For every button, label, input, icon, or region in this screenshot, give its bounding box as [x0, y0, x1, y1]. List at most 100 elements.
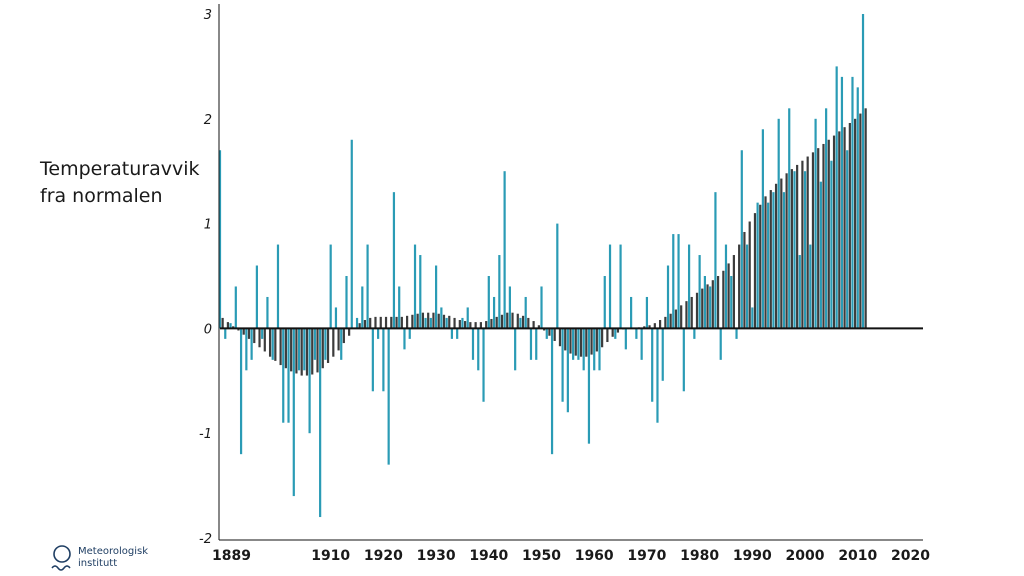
smoothed-bar: [337, 328, 340, 351]
annual-bar: [245, 328, 248, 371]
smoothed-bar: [722, 270, 725, 329]
smoothed-bar: [358, 323, 361, 329]
annual-bar: [593, 328, 596, 371]
annual-bar: [297, 328, 301, 371]
smoothed-bar: [648, 325, 651, 329]
annual-bar: [651, 328, 654, 402]
annual-bar: [819, 181, 822, 329]
smoothed-bar: [474, 322, 477, 329]
annual-bar: [756, 202, 759, 329]
smoothed-bar: [290, 328, 293, 372]
annual-bar: [292, 328, 295, 497]
annual-bar: [587, 328, 591, 444]
annual-bar: [809, 244, 812, 329]
annual-bar: [255, 265, 258, 329]
smoothed-bar: [485, 321, 488, 329]
smoothed-bar: [848, 122, 851, 329]
annual-bar: [856, 87, 859, 329]
smoothed-bar: [801, 160, 804, 329]
annual-bar: [371, 328, 374, 392]
smoothed-bar: [226, 322, 230, 329]
annual-bar: [730, 276, 733, 329]
annual-bar: [519, 317, 522, 329]
smoothed-bar: [363, 320, 367, 329]
smoothed-bar: [495, 316, 498, 329]
smoothed-bar: [432, 312, 435, 329]
smoothed-bar: [506, 312, 509, 329]
annual-bar: [387, 328, 390, 465]
smoothed-bar: [558, 328, 562, 347]
smoothed-bar: [311, 328, 314, 375]
annual-bar: [545, 328, 548, 339]
annual-bar: [424, 317, 427, 329]
annual-bar: [745, 244, 749, 329]
smoothed-bar: [680, 305, 683, 329]
annual-bar: [603, 276, 606, 329]
smoothed-bar: [574, 328, 577, 356]
annual-bar: [503, 171, 506, 329]
smoothed-bar: [822, 143, 825, 329]
annual-bar: [319, 328, 322, 518]
smoothed-bar: [390, 316, 393, 329]
annual-bar: [709, 286, 712, 329]
annual-bar: [672, 234, 675, 329]
x-tick-label: 1960: [575, 548, 614, 564]
y-tick-label: 3: [204, 8, 212, 23]
y-axis-title: Temperaturavvik fra normalen: [40, 156, 200, 210]
annual-bar: [366, 244, 369, 329]
annual-bar: [435, 265, 438, 329]
annual-bar: [456, 328, 459, 339]
annual-bar: [308, 328, 311, 434]
smoothed-bar: [764, 196, 767, 329]
annual-bar: [788, 108, 791, 329]
smoothed-bar: [579, 328, 583, 357]
annual-bar: [329, 244, 332, 329]
annual-bar: [303, 328, 306, 371]
smoothed-bar: [232, 326, 235, 329]
annual-bar: [445, 317, 448, 329]
y-tick-label: -2: [199, 532, 212, 547]
annual-bar: [540, 286, 543, 329]
smoothed-bar: [785, 173, 788, 329]
y-axis-title-line-2: fra normalen: [40, 185, 163, 207]
annual-bar: [803, 171, 807, 329]
annual-bar: [392, 192, 396, 329]
x-tick-label: 1970: [627, 548, 666, 564]
smoothed-bar: [316, 328, 319, 373]
y-tick-label: 0: [204, 322, 212, 337]
smoothed-bar: [601, 328, 604, 348]
smoothed-bar: [384, 316, 388, 329]
annual-bar: [777, 118, 780, 329]
smoothed-bar: [769, 190, 772, 329]
smoothed-bar: [548, 328, 551, 336]
annual-bar: [661, 328, 664, 381]
annual-bar: [224, 328, 227, 339]
annual-bar: [793, 171, 796, 329]
smoothed-bar: [268, 328, 272, 357]
smoothed-bar: [442, 314, 446, 329]
x-tick-label: 1889: [212, 548, 251, 564]
smoothed-bar: [753, 213, 757, 329]
smoothed-bar: [279, 328, 282, 366]
annual-bar: [250, 328, 253, 360]
smoothed-bar: [326, 328, 330, 363]
annual-bar: [767, 202, 770, 329]
smoothed-bar: [653, 323, 656, 329]
smoothed-bar: [685, 301, 688, 329]
annual-bar: [782, 192, 786, 329]
annual-bar: [266, 296, 269, 329]
annual-bar: [635, 328, 638, 339]
logo-line-2: institutt: [78, 558, 118, 569]
smoothed-bar: [543, 328, 546, 331]
annual-bars: [218, 14, 865, 518]
annual-bar: [693, 328, 696, 339]
smoothed-bar: [500, 314, 504, 329]
annual-bar: [703, 276, 706, 329]
annual-bar: [276, 244, 280, 329]
smoothed-bar: [811, 152, 815, 329]
annual-bar: [313, 328, 316, 360]
smoothed-bar: [321, 328, 324, 369]
smoothed-bar: [590, 328, 593, 355]
annual-bar: [492, 296, 496, 329]
smoothed-bar: [342, 328, 345, 344]
